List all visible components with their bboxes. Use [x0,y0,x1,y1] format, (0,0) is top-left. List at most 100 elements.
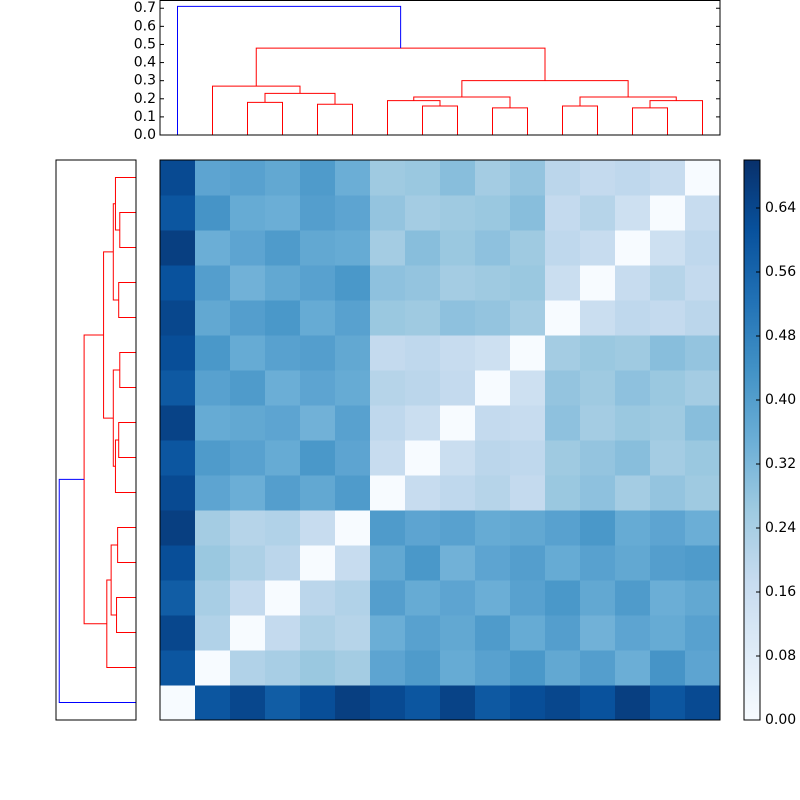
heatmap-cell [300,615,336,651]
heatmap-cell [230,300,266,336]
heatmap-cell [265,615,301,651]
heatmap-cell [300,545,336,581]
heatmap-cell [475,545,511,581]
heatmap-cell [335,615,371,651]
heatmap-cell [580,615,616,651]
heatmap-cell [265,370,301,406]
heatmap-cell [510,335,546,371]
heatmap-cell [580,405,616,441]
heatmap-cell [440,580,476,616]
left-dendrogram-link [114,177,136,231]
heatmap-cell [405,160,441,196]
heatmap-cell [195,615,231,651]
heatmap-cell [580,195,616,231]
heatmap-cell [440,405,476,441]
heatmap-cell [300,335,336,371]
heatmap-cell [405,650,441,686]
heatmap-cell [230,475,266,511]
heatmap-cell [475,300,511,336]
heatmap-cell [195,440,231,476]
heatmap-cell [405,440,441,476]
heatmap-cell [510,405,546,441]
top-dendrogram-link [649,100,703,135]
top-dendrogram-link [247,101,283,135]
heatmap-cell [370,440,406,476]
left-dendrogram-link [117,527,136,563]
heatmap-cell [195,685,231,721]
heatmap-cell [615,650,651,686]
heatmap-cell [265,545,301,581]
heatmap-cell [160,405,196,441]
heatmap-cell [440,475,476,511]
heatmap-cell [475,685,511,721]
top-dendrogram-link [492,107,528,135]
heatmap-cell [510,580,546,616]
heatmap-cell [230,405,266,441]
y-tick-label: 0.0 [134,127,156,143]
heatmap-cell [230,335,266,371]
heatmap-frame [159,159,721,721]
heatmap-cell [545,300,581,336]
heatmap-cell [545,475,581,511]
heatmap-cell [230,650,266,686]
heatmap-cell [335,230,371,266]
heatmap-cell [510,440,546,476]
heatmap-cell [335,405,371,441]
heatmap-cell [650,615,686,651]
heatmap-cell [335,300,371,336]
heatmap-cell [510,650,546,686]
heatmap-cell [580,475,616,511]
heatmap-cell [615,230,651,266]
heatmap-cell [580,545,616,581]
heatmap-cell [440,160,476,196]
heatmap-cell [160,475,196,511]
heatmap-cell [545,335,581,371]
heatmap-cell [405,545,441,581]
heatmap-cell [615,405,651,441]
plot-layer: 0.0 0.1 0.2 0.3 0.4 0.5 0.6 0.7 0.00 0.08 0.16 0.24… [55,0,796,728]
heatmap-cell [335,440,371,476]
y-tick-label: 0.1 [134,109,156,125]
colorbar-tick-label: 0.24 [765,520,796,536]
heatmap-cell [160,230,196,266]
heatmap-cell [195,405,231,441]
heatmap-cell [475,405,511,441]
heatmap-cell [195,230,231,266]
heatmap-cell [650,195,686,231]
heatmap-cell [440,370,476,406]
left-dendrogram-link [119,212,136,248]
heatmap-cell [685,370,721,406]
heatmap-cell [545,230,581,266]
heatmap-cell [265,580,301,616]
heatmap-cell [370,475,406,511]
colorbar-tick-label: 0.32 [765,456,796,472]
heatmap-cell [475,370,511,406]
heatmap-cell [300,160,336,196]
colorbar-tick-label: 0.64 [765,200,796,216]
heatmap-cell [685,650,721,686]
heatmap-cell [685,475,721,511]
heatmap-cell [405,370,441,406]
heatmap-cell [370,230,406,266]
heatmap-cell [160,370,196,406]
heatmap-cell [580,510,616,546]
heatmap-cell [545,510,581,546]
heatmap-cell [195,580,231,616]
heatmap-cell [335,545,371,581]
heatmap-cell [510,370,546,406]
heatmap-cell [440,615,476,651]
heatmap-cell [300,405,336,441]
heatmap-cell [615,615,651,651]
y-tick-label: 0.5 [134,36,156,52]
heatmap-cell [510,230,546,266]
heatmap-cell [230,580,266,616]
top-dendrogram-link [177,5,402,135]
heatmap-cell [300,230,336,266]
heatmap-cell [160,580,196,616]
heatmap-cell [650,300,686,336]
heatmap-cell [685,230,721,266]
heatmap-cell [195,335,231,371]
heatmap-cell [650,160,686,196]
heatmap-cell [440,510,476,546]
heatmap-cell [685,160,721,196]
